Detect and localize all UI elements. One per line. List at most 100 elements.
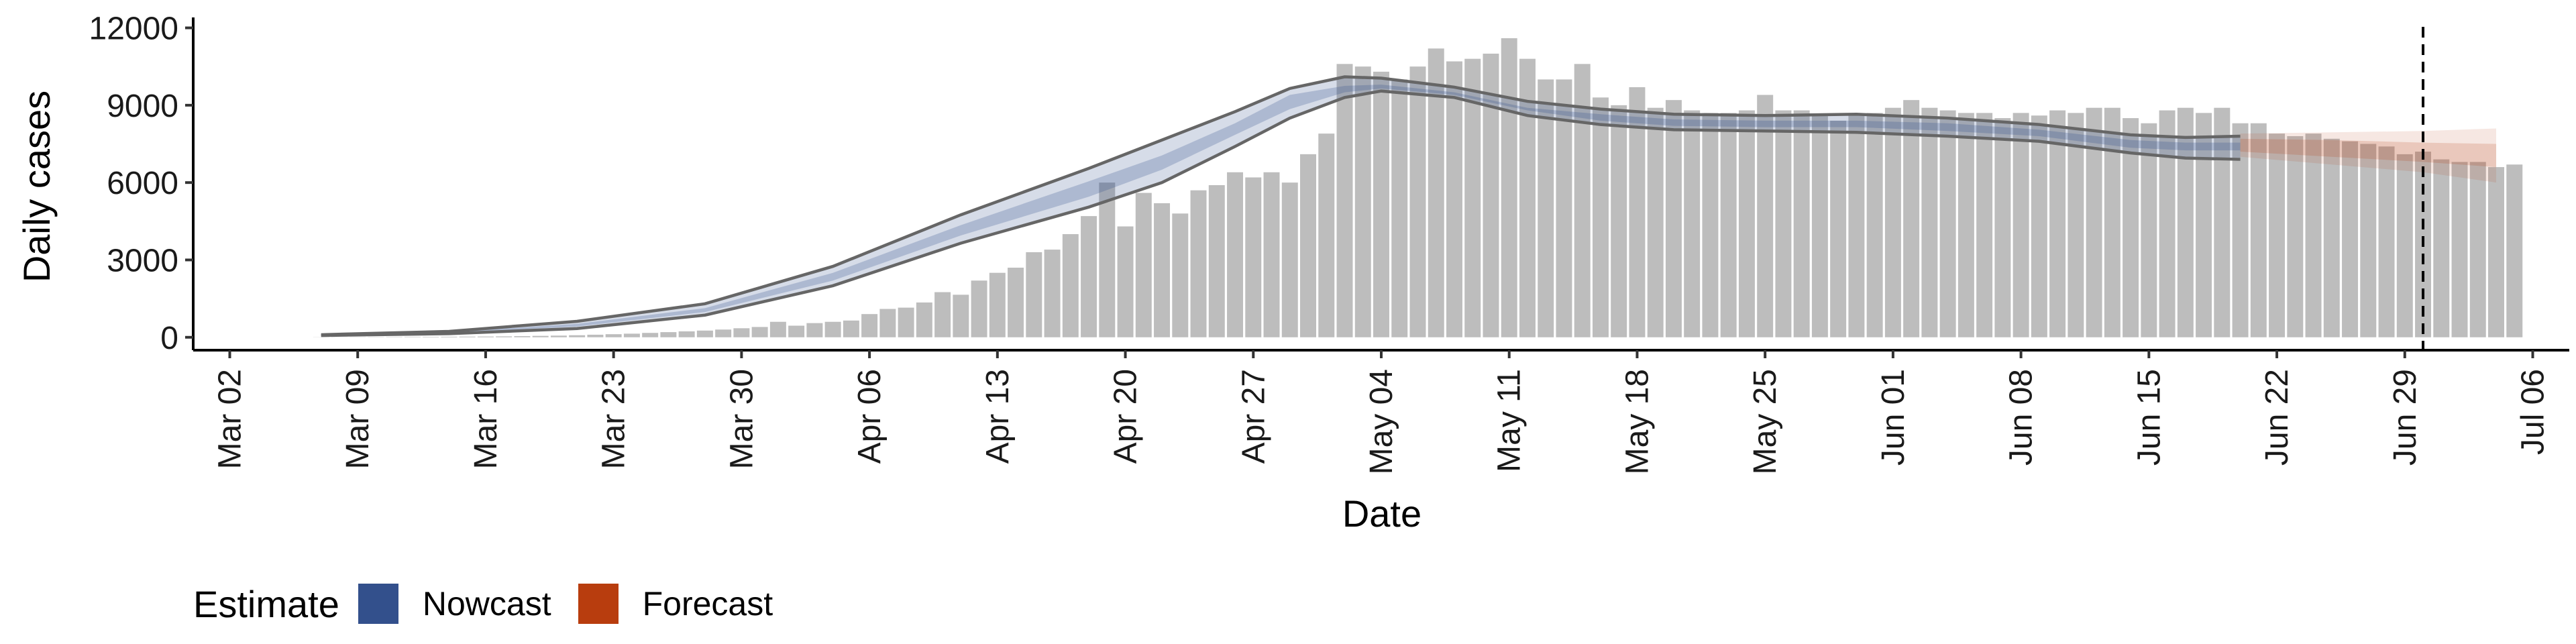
- bar: [2269, 133, 2286, 337]
- nowcast-upper-line: [321, 75, 2241, 337]
- bar: [496, 336, 513, 337]
- x-tick-label: Jun 29: [2387, 369, 2423, 466]
- bar: [2305, 133, 2322, 337]
- x-axis-title: Date: [1342, 492, 1421, 535]
- bar: [1391, 79, 1408, 337]
- bar: [1428, 48, 1444, 337]
- bar: [1921, 107, 1938, 337]
- bar: [696, 330, 713, 337]
- x-tick-label: Mar 09: [340, 369, 376, 469]
- bar: [1519, 58, 1536, 337]
- bar: [1775, 110, 1792, 337]
- bar: [1099, 182, 1116, 337]
- bar: [2250, 123, 2267, 337]
- bar: [1300, 154, 1317, 337]
- bar: [2159, 110, 2176, 337]
- bar: [843, 320, 859, 337]
- bar: [2451, 162, 2468, 337]
- bar: [1208, 185, 1225, 337]
- x-tick-label: Mar 02: [212, 369, 248, 469]
- legend-label-nowcast: Nowcast: [422, 585, 551, 623]
- bar: [2342, 141, 2359, 337]
- bar: [569, 335, 586, 337]
- bar: [1336, 64, 1353, 337]
- bar: [1994, 118, 2011, 337]
- bar: [2488, 167, 2505, 337]
- bar: [989, 272, 1006, 337]
- x-tick-label: Mar 30: [724, 369, 759, 469]
- nowcast-lower-line: [321, 89, 2241, 337]
- x-tick-label: Mar 23: [596, 369, 632, 469]
- bar: [1939, 110, 1956, 337]
- bar: [2123, 118, 2139, 337]
- bar: [2012, 113, 2029, 337]
- bar: [2433, 159, 2450, 337]
- bar: [1062, 234, 1079, 337]
- x-tick-label: May 04: [1364, 369, 1399, 474]
- bar: [2177, 107, 2194, 337]
- bar: [1464, 58, 1481, 337]
- bar: [642, 333, 659, 337]
- bar: [2323, 138, 2340, 337]
- bar: [2396, 154, 2413, 337]
- x-tick-label: Jun 22: [2259, 369, 2295, 466]
- x-tick-label: Apr 13: [980, 369, 1016, 464]
- bar: [1793, 110, 1810, 337]
- bar: [1281, 182, 1298, 337]
- bar: [879, 309, 896, 337]
- bar: [715, 329, 732, 337]
- legend-title: Estimate: [193, 582, 339, 625]
- bar: [2287, 136, 2304, 337]
- bar: [1501, 38, 1517, 337]
- bar: [1154, 203, 1171, 337]
- bar: [2086, 107, 2102, 337]
- bar: [1592, 97, 1609, 337]
- bar: [1044, 250, 1061, 337]
- bar: [2506, 164, 2523, 337]
- bar: [1538, 79, 1554, 337]
- bar: [751, 327, 768, 337]
- bar: [550, 335, 567, 337]
- bar: [916, 302, 932, 337]
- legend-swatch-nowcast: [358, 584, 398, 624]
- bar: [1884, 107, 1901, 337]
- bar: [1720, 113, 1737, 337]
- bar: [1483, 53, 1499, 337]
- bar: [1190, 190, 1207, 337]
- bar: [1738, 110, 1755, 337]
- bar: [1957, 113, 1974, 337]
- bar: [1081, 216, 1097, 337]
- bar: [1848, 115, 1865, 337]
- bars-layer: [313, 38, 2523, 337]
- bar: [1135, 193, 1152, 337]
- bar: [678, 331, 695, 337]
- bar: [2232, 123, 2249, 337]
- y-tick-label: 3000: [107, 243, 178, 278]
- x-tick-label: Jul 06: [2516, 369, 2551, 455]
- forecast-inner-band: [2240, 138, 2497, 168]
- bar: [1354, 66, 1371, 337]
- forecast-outer-band: [2240, 128, 2497, 183]
- y-tick-label: 12000: [89, 11, 178, 47]
- bar: [514, 336, 531, 337]
- bar: [1830, 120, 1847, 337]
- bar: [1026, 252, 1042, 337]
- y-tick-label: 0: [160, 321, 178, 356]
- bar: [2469, 162, 2486, 337]
- bar: [1556, 79, 1572, 337]
- bar: [623, 333, 640, 337]
- bar: [1008, 268, 1024, 337]
- bar: [1409, 66, 1426, 337]
- x-tick-label: May 25: [1748, 369, 1783, 474]
- x-tick-label: Apr 20: [1108, 369, 1144, 464]
- x-tick-label: Jun 15: [2131, 369, 2167, 466]
- bar: [1976, 113, 1993, 337]
- bar: [1227, 172, 1244, 337]
- bar: [1245, 177, 1262, 337]
- legend-label-forecast: Forecast: [642, 585, 773, 623]
- bar: [2104, 107, 2121, 337]
- y-tick-label: 9000: [107, 89, 178, 124]
- y-tick-label: 6000: [107, 166, 178, 201]
- bar: [2049, 110, 2066, 337]
- x-tick-label: Apr 27: [1236, 369, 1271, 464]
